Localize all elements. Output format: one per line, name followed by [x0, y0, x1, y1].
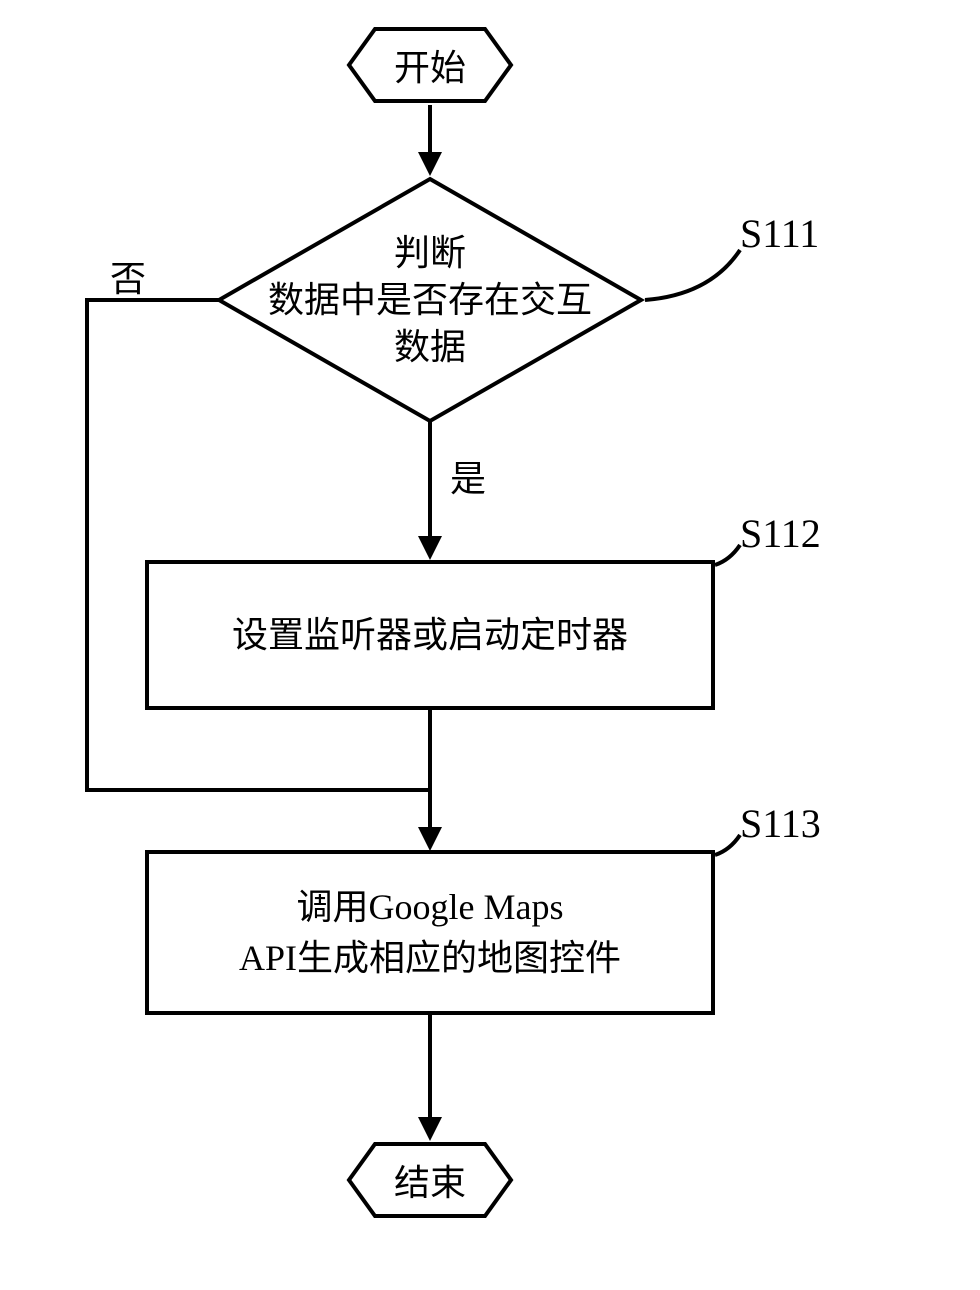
arrowhead: [418, 152, 442, 176]
step-label-s111: S111: [740, 210, 819, 257]
edge-no-h2: [85, 788, 432, 792]
process2-label: 调用Google Maps API生成相应的地图控件: [239, 882, 621, 983]
end-label: 结束: [345, 1154, 515, 1206]
edge-label-yes: 是: [450, 450, 486, 502]
edge-p1-p2: [428, 710, 432, 830]
process1-label: 设置监听器或启动定时器: [232, 610, 628, 660]
step-label-s112: S112: [740, 510, 821, 557]
edge-no-v: [85, 298, 89, 792]
edge-start-decision: [428, 105, 432, 155]
edge-p2-end: [428, 1015, 432, 1120]
edge-label-no: 否: [110, 250, 146, 302]
process2-node: 调用Google Maps API生成相应的地图控件: [145, 850, 715, 1015]
decision-label: 判断 数据中是否存在交互 数据: [215, 230, 645, 370]
decision-node: 判断 数据中是否存在交互 数据: [215, 175, 645, 425]
start-label: 开始: [345, 39, 515, 91]
process2-line2: API生成相应的地图控件: [239, 938, 621, 978]
edge-no-h1: [85, 298, 219, 302]
edge-decision-p1: [428, 421, 432, 539]
decision-line1: 判断: [394, 233, 466, 273]
start-node: 开始: [345, 25, 515, 105]
end-node: 结束: [345, 1140, 515, 1220]
process2-line1: 调用Google Maps: [297, 887, 564, 927]
step-label-s113: S113: [740, 800, 821, 847]
decision-line2: 数据中是否存在交互: [268, 280, 592, 320]
arrowhead: [418, 536, 442, 560]
flowchart-canvas: 开始 判断 数据中是否存在交互 数据 S111 是 否 S112 设置监: [0, 0, 980, 1290]
decision-line3: 数据: [394, 326, 466, 366]
arrowhead: [418, 827, 442, 851]
process1-node: 设置监听器或启动定时器: [145, 560, 715, 710]
arrowhead: [418, 1117, 442, 1141]
